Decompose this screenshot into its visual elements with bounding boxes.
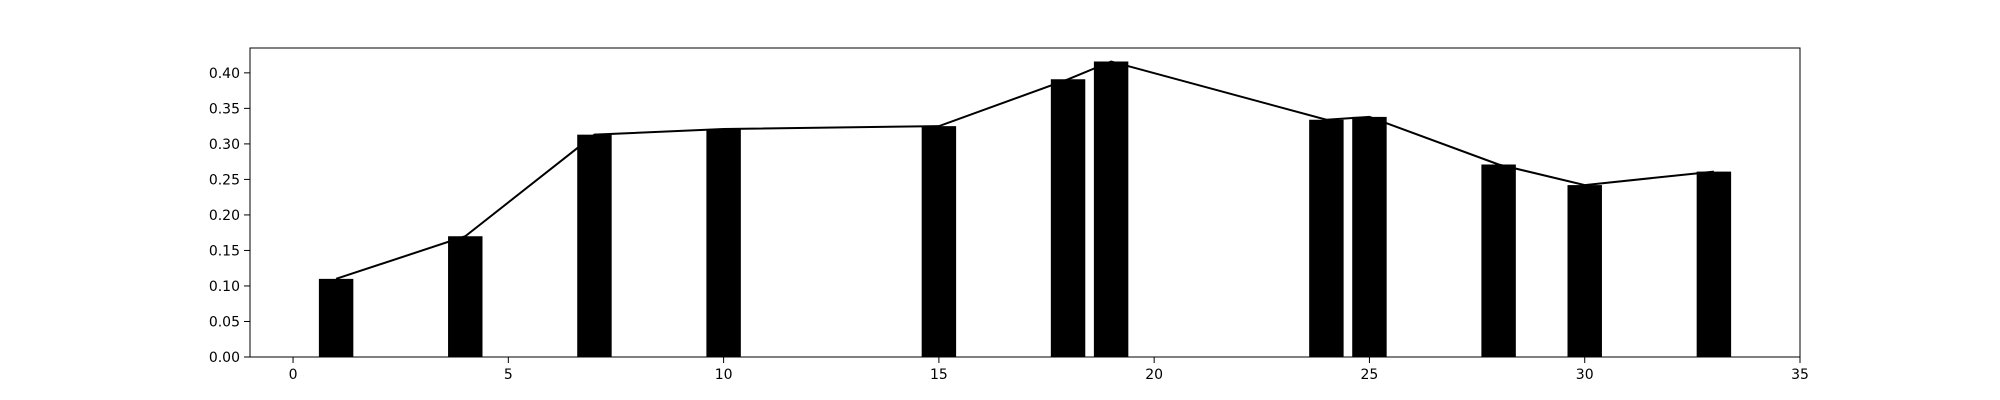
bar [921,126,957,357]
x-tick-label: 20 [1145,367,1163,383]
x-tick-label: 35 [1791,367,1809,383]
x-tick-label: 30 [1576,367,1594,383]
bar [1050,79,1086,357]
bars [318,61,1732,358]
bar [1481,164,1516,357]
y-tick-label: 0.30 [209,137,240,153]
bar [318,278,354,357]
trend-line [335,60,1714,280]
bar [1093,61,1129,357]
axes-frame [249,47,1801,358]
x-tick-label: 0 [289,367,298,383]
x-tick-label: 15 [930,367,948,383]
x-tick-label: 5 [504,367,513,383]
y-tick-label: 0.00 [209,350,240,366]
x-axis: 0 5 10 15 20 25 30 35 [289,357,1809,383]
bar [1352,116,1387,358]
bar [706,128,741,357]
y-tick-label: 0.15 [209,243,240,259]
y-tick-label: 0.35 [209,101,240,117]
y-tick-label: 0.25 [209,172,240,188]
y-tick-label: 0.05 [209,314,240,330]
x-tick-label: 10 [715,367,733,383]
bar [1309,119,1344,357]
bar [448,236,483,357]
y-tick-label: 0.40 [209,66,240,82]
y-tick-label: 0.10 [209,279,240,295]
series-line [335,60,1714,280]
y-axis: 0.00 0.05 0.10 0.15 0.20 0.25 0.30 0.35 0.40 [209,66,250,366]
bar [577,134,612,357]
y-tick-label: 0.20 [209,208,240,224]
x-tick-label: 25 [1361,367,1379,383]
bar [1696,171,1732,357]
bar [1567,185,1602,357]
